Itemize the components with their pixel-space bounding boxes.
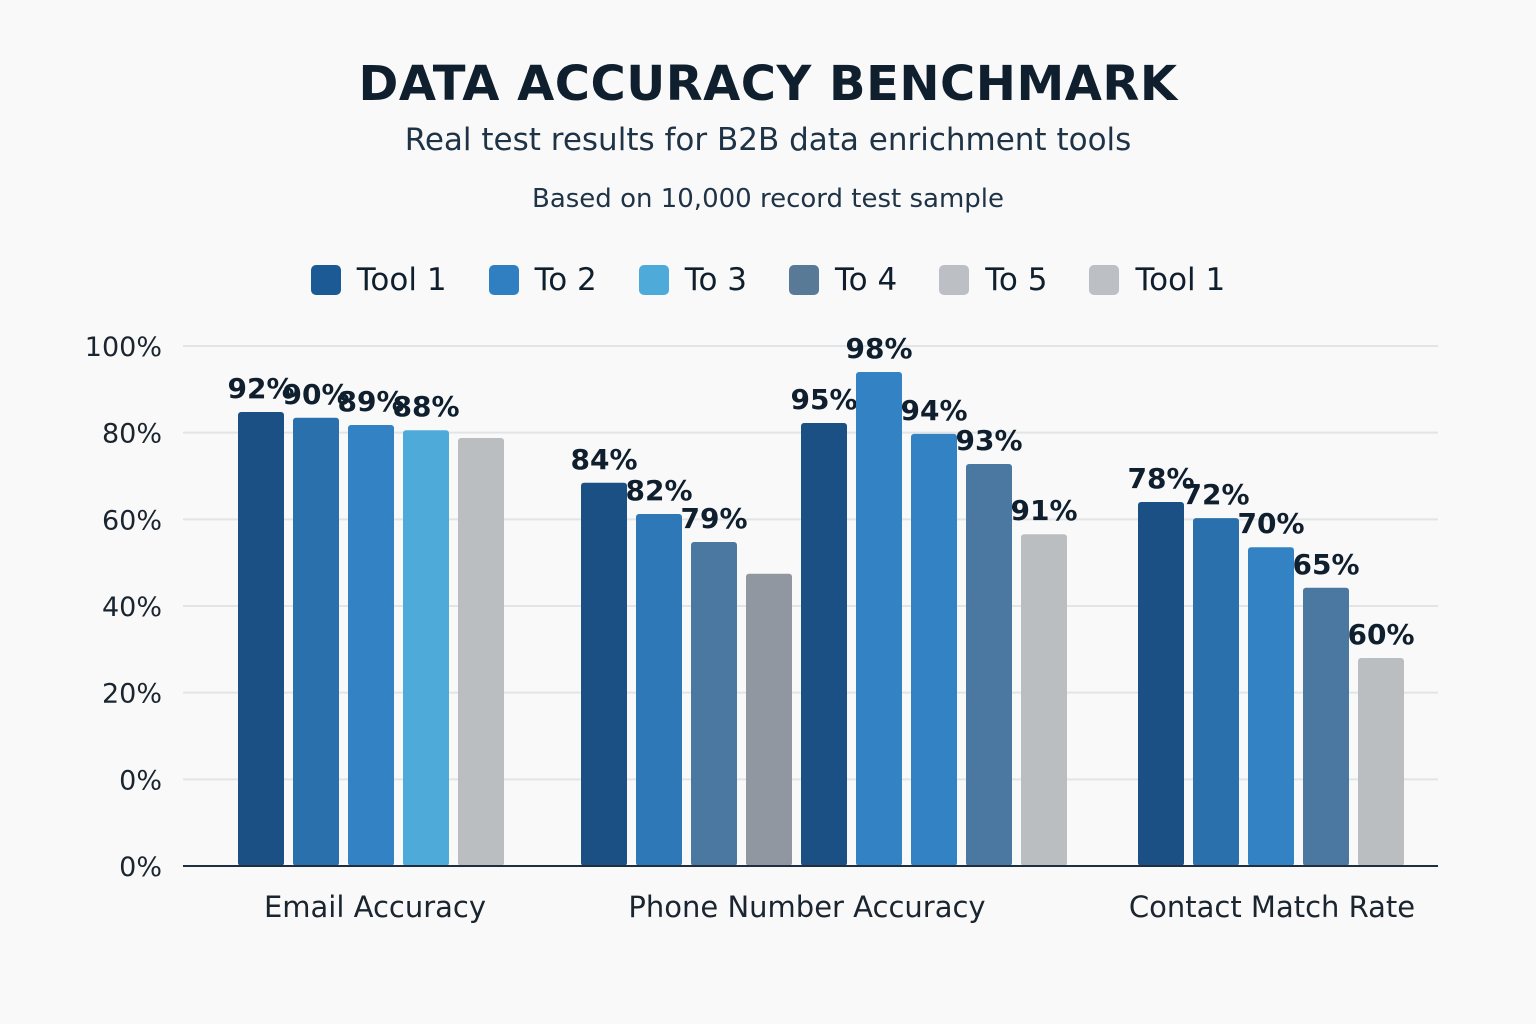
y-tick-label: 0% xyxy=(119,852,162,883)
bar xyxy=(636,513,682,866)
y-tick-label: 40% xyxy=(102,592,162,623)
x-category-label: Email Accuracy xyxy=(264,890,486,924)
legend-label: To 3 xyxy=(684,262,747,298)
y-tick-label: 100% xyxy=(85,332,162,363)
bar xyxy=(1193,518,1239,866)
bar xyxy=(1138,502,1184,866)
data-label: 70% xyxy=(1237,507,1304,540)
bar xyxy=(348,425,394,866)
data-label: 98% xyxy=(845,332,912,365)
legend-swatch xyxy=(310,265,341,295)
data-label: 60% xyxy=(1347,618,1414,651)
bar xyxy=(1248,547,1294,866)
bar xyxy=(1358,658,1404,866)
bar xyxy=(911,433,957,866)
bar xyxy=(1303,587,1349,866)
data-label: 94% xyxy=(900,394,967,427)
y-tick-label: 20% xyxy=(102,679,162,710)
x-category-label: Phone Number Accuracy xyxy=(628,890,985,924)
legend-label: Tool 1 xyxy=(1135,262,1226,298)
chart-subtitle: Real test results for B2B data enrichmen… xyxy=(404,122,1132,158)
legend-item: Tool 1 xyxy=(310,262,447,298)
bar xyxy=(403,430,449,866)
chart-note: Based on 10,000 record test sample xyxy=(531,184,1004,214)
legend-item: To 5 xyxy=(939,262,1047,298)
data-label: 65% xyxy=(1292,548,1359,581)
legend-label: To 4 xyxy=(835,262,898,298)
y-tick-label: 60% xyxy=(102,505,162,536)
legend-item: To 4 xyxy=(789,262,897,298)
data-label: 89% xyxy=(337,385,404,418)
legend-swatch xyxy=(638,265,669,295)
bar xyxy=(966,464,1012,866)
data-label: 95% xyxy=(790,383,857,416)
legend-swatch xyxy=(488,265,519,295)
y-tick-label: 80% xyxy=(102,419,162,450)
bar xyxy=(691,542,737,866)
bar xyxy=(1021,534,1067,866)
data-label: 92% xyxy=(227,372,294,405)
bar xyxy=(458,438,504,866)
data-label: 79% xyxy=(680,502,747,535)
data-label: 90% xyxy=(282,378,349,411)
legend-item: To 2 xyxy=(488,262,597,298)
data-label: 82% xyxy=(625,474,692,507)
data-label: 78% xyxy=(1127,462,1194,495)
legend-swatch xyxy=(1089,265,1120,295)
legend-item: To 3 xyxy=(638,262,747,298)
bar xyxy=(856,372,902,866)
data-label: 72% xyxy=(1182,478,1249,511)
data-label: 93% xyxy=(955,424,1022,457)
chart-title: DATA ACCURACY BENCHMARK xyxy=(358,56,1178,112)
bar xyxy=(746,573,792,866)
bar xyxy=(801,422,847,866)
legend-label: Tool 1 xyxy=(356,262,447,298)
legend-swatch xyxy=(789,265,819,295)
legend-label: To 5 xyxy=(985,262,1048,298)
data-label: 84% xyxy=(570,443,637,476)
x-category-label: Contact Match Rate xyxy=(1129,890,1415,924)
bar xyxy=(581,482,627,866)
legend-item: Tool 1 xyxy=(1089,262,1225,298)
legend-swatch xyxy=(939,265,970,295)
y-tick-label: 0% xyxy=(119,765,162,796)
legend: Tool 1 To 2 To 3 To 4 To 5 Tool 1 xyxy=(0,262,1536,298)
bar xyxy=(293,417,339,866)
data-label: 88% xyxy=(392,390,459,423)
bar xyxy=(238,412,284,866)
legend-label: To 2 xyxy=(534,262,597,298)
data-label: 91% xyxy=(1010,494,1077,527)
